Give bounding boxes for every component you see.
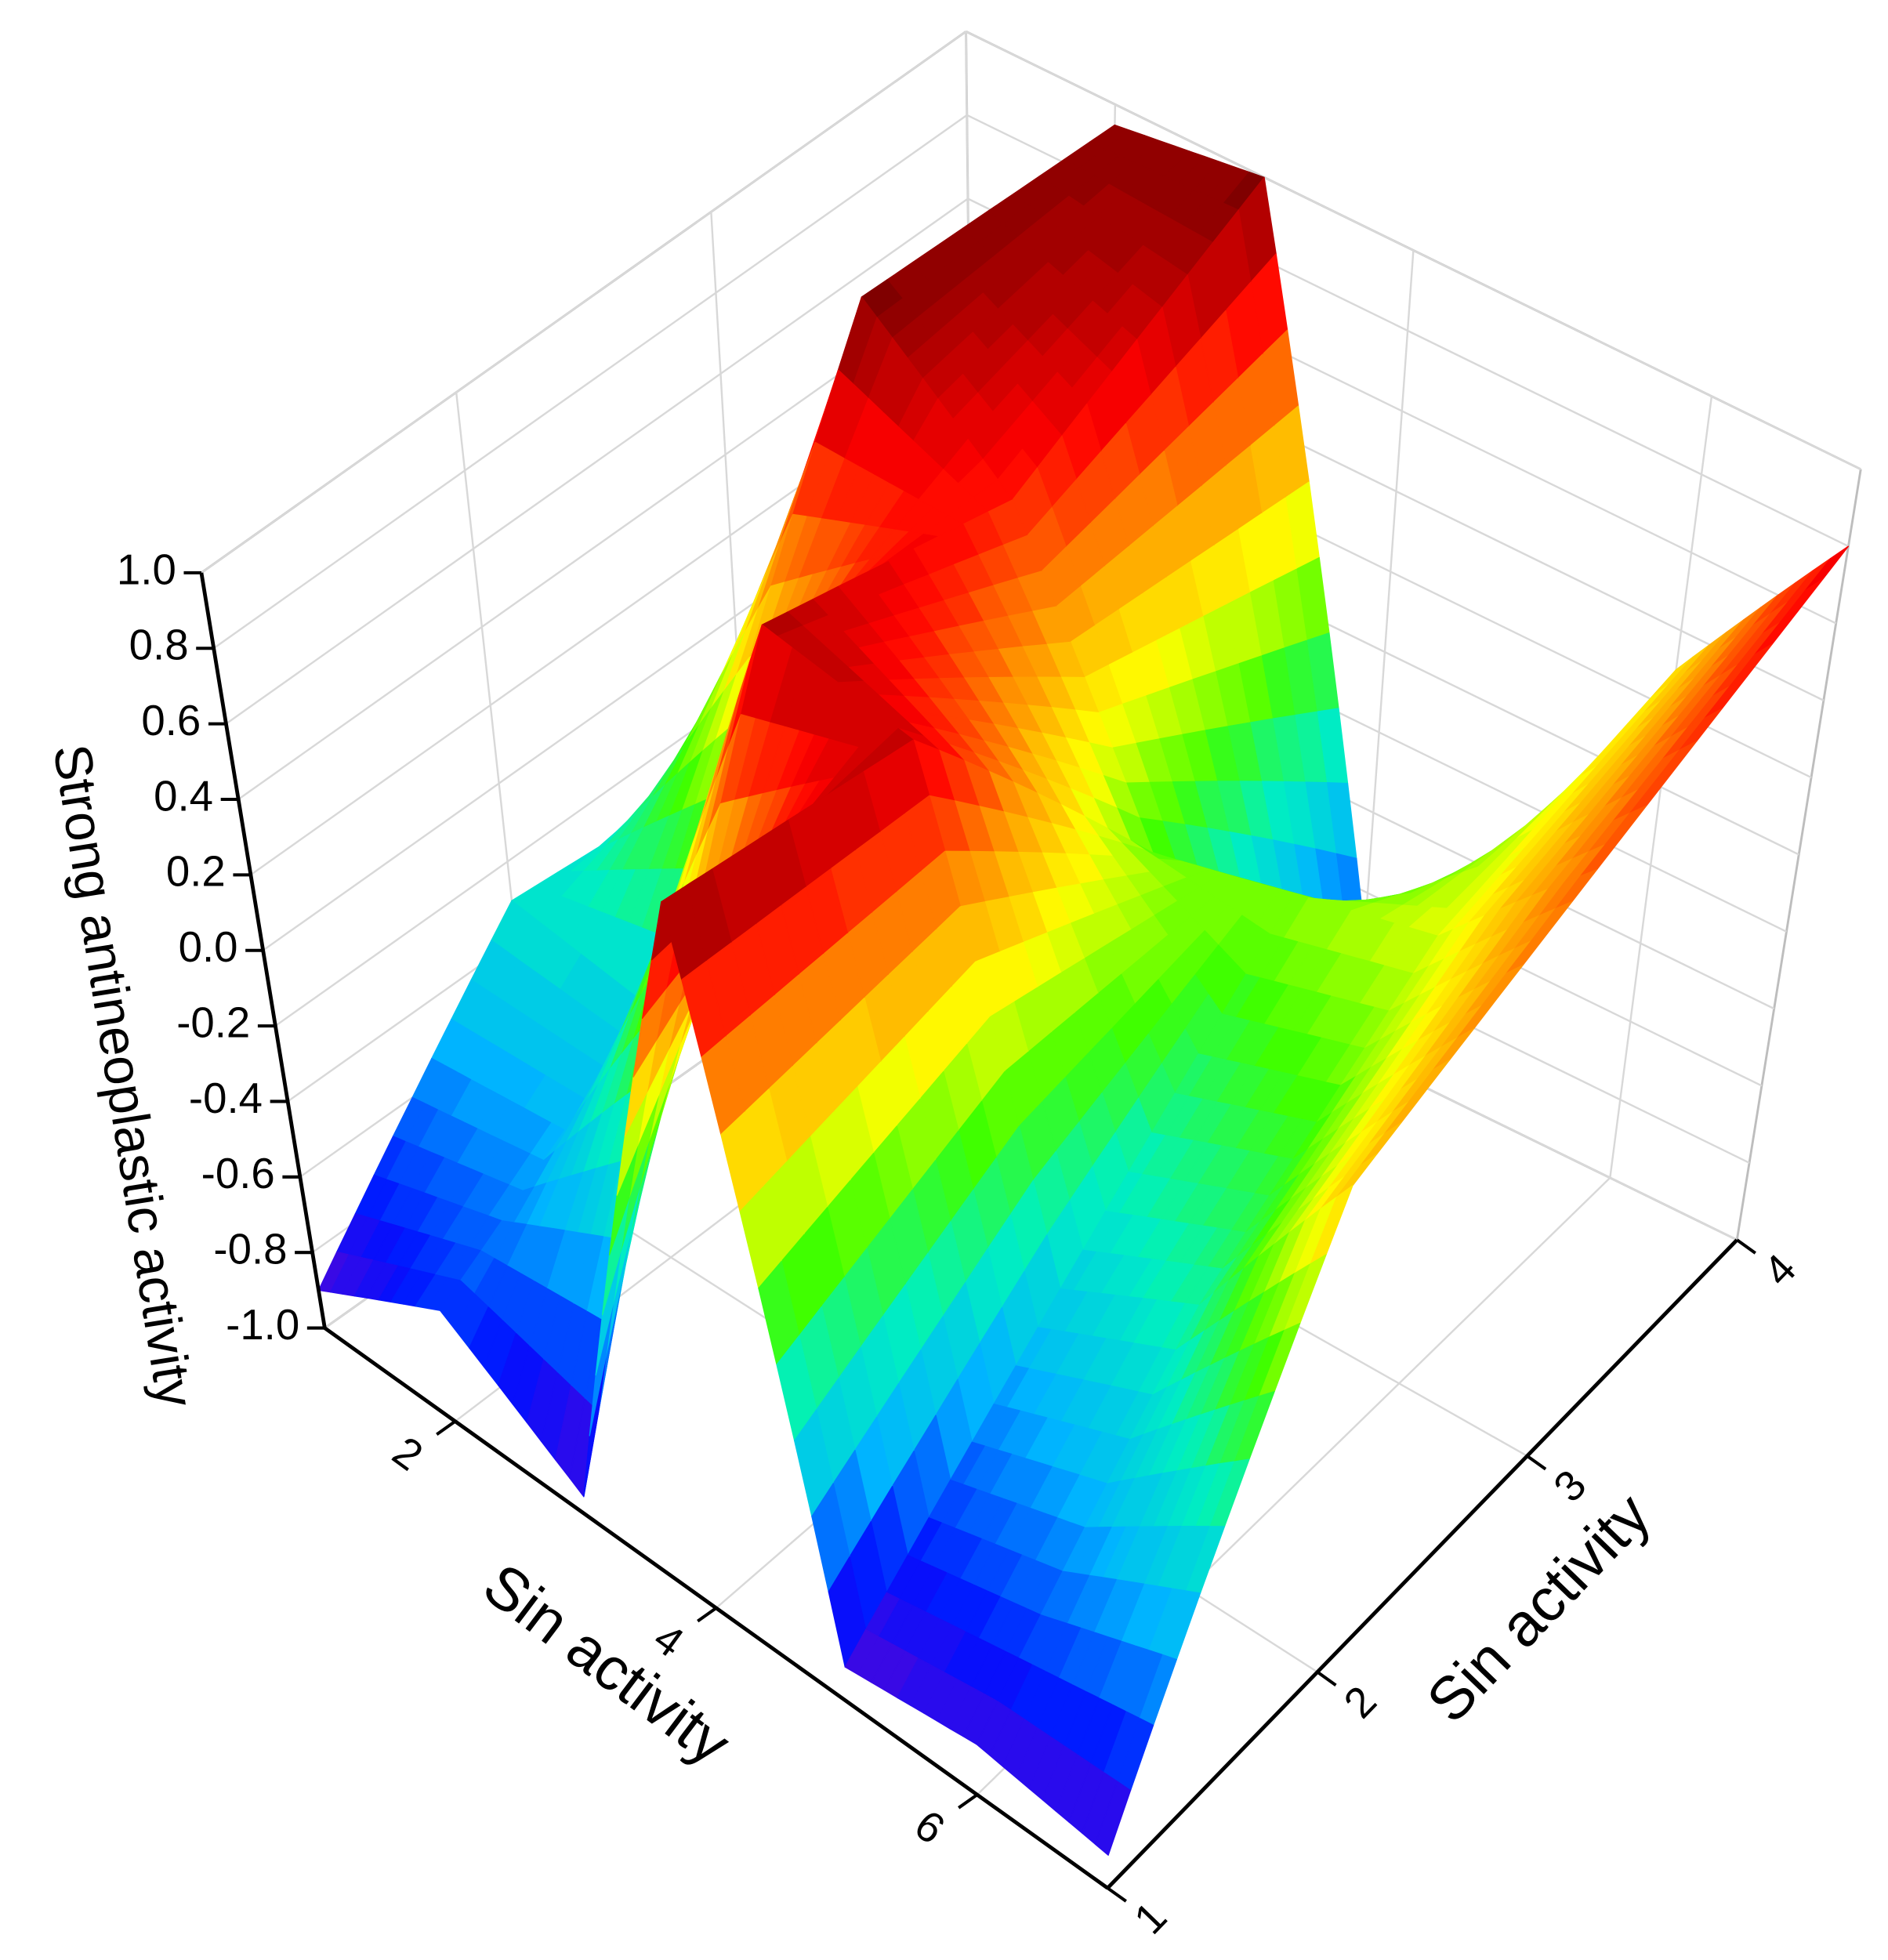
x-tick	[436, 1420, 456, 1436]
surface-cell	[976, 1185, 1353, 1856]
z-tick-label: -0.8	[213, 1226, 287, 1273]
axes: -1.0-0.8-0.6-0.4-0.20.00.20.40.60.81.024…	[117, 545, 1805, 1943]
z-tick-label: 0.0	[179, 923, 238, 971]
x-tick	[697, 1607, 717, 1623]
z-tick-label: 0.6	[141, 697, 201, 745]
surface-cell	[1012, 176, 1366, 934]
z-tick-label: 0.4	[154, 772, 213, 820]
surface-cell	[861, 124, 1265, 501]
surface-cell	[844, 1288, 1200, 1745]
y-tick	[1736, 1238, 1756, 1255]
grid-line	[213, 114, 968, 650]
y-tick	[1316, 1670, 1337, 1686]
surface-cell	[1060, 893, 1439, 1306]
surface-cell	[912, 739, 1295, 1290]
y-tick	[1526, 1455, 1547, 1471]
z-tick-label: -0.2	[176, 998, 250, 1046]
surface-cell	[1437, 545, 1850, 937]
z-tick-label: -0.4	[189, 1074, 263, 1122]
z-tick-label: -1.0	[226, 1301, 299, 1349]
z-tick-label: -0.6	[201, 1150, 275, 1197]
surface-cell	[661, 739, 1061, 1668]
z-tick-label: 0.2	[166, 848, 226, 896]
x-tick	[958, 1793, 978, 1810]
surface	[317, 124, 1850, 1856]
z-tick-label: 0.8	[129, 621, 189, 669]
z-tick-label: 1.0	[117, 545, 176, 593]
surface-cell	[1198, 869, 1598, 1306]
y-tick	[1107, 1886, 1127, 1903]
grid-line	[201, 31, 967, 574]
y-axis	[1106, 1238, 1739, 1889]
grid-line	[225, 197, 969, 725]
surface-patch	[1094, 1781, 1132, 1856]
